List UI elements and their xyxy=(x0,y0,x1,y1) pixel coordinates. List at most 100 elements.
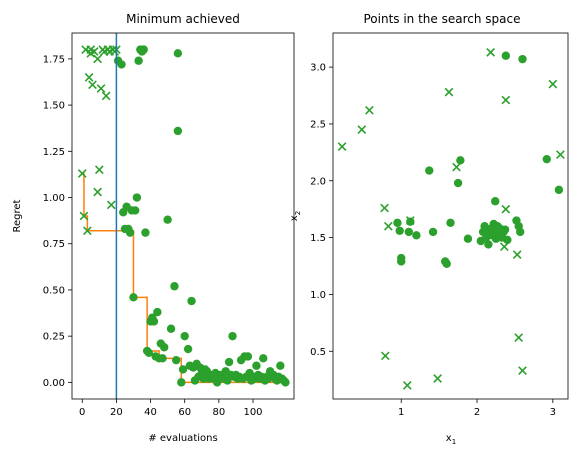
right-y-axis-label-sub: 2 xyxy=(294,211,302,215)
right-y-tick-label: 2.5 xyxy=(310,119,326,130)
right-y-ticks: 0.51.01.52.02.53.0 xyxy=(310,63,333,358)
right-x-marker-point xyxy=(502,96,510,104)
left-dot-point xyxy=(177,378,185,386)
left-dot-point xyxy=(170,282,178,290)
left-dot-point xyxy=(252,362,260,370)
right-dot-point xyxy=(443,260,451,268)
right-dot-point xyxy=(503,236,511,244)
right-dot-point xyxy=(412,231,420,239)
left-dot-point xyxy=(141,228,149,236)
right-x-marker-point xyxy=(487,49,495,57)
left-x-tick-label: 40 xyxy=(144,407,157,418)
left-x-tick-label: 100 xyxy=(243,407,262,418)
right-x-marker-point xyxy=(557,151,565,159)
right-dot-point xyxy=(397,257,405,265)
left-x-tick-label: 20 xyxy=(110,407,123,418)
left-x-tick-label: 80 xyxy=(212,407,225,418)
right-dot-point xyxy=(464,235,472,243)
right-dot-point xyxy=(456,156,464,164)
left-dot-point xyxy=(184,345,192,353)
left-y-tick-label: 1.25 xyxy=(43,147,65,158)
left-x-marker-point xyxy=(85,74,93,82)
right-dot-point xyxy=(516,228,524,236)
right-x-marker-point xyxy=(403,382,411,390)
left-y-tick-label: 0.00 xyxy=(43,378,65,389)
right-dot-point xyxy=(405,228,413,236)
left-y-ticks: 0.00 0.25 0.50 0.75 1.00 1.25 1.50 1.75 xyxy=(43,54,72,388)
right-x-marker-point xyxy=(358,126,366,134)
right-x-marker-point xyxy=(519,367,527,375)
right-y-tick-label: 0.5 xyxy=(310,347,326,358)
right-dot-point xyxy=(393,219,401,227)
right-y-axis-label: x2 xyxy=(289,211,302,221)
right-dot-point xyxy=(543,155,551,163)
left-dot-point xyxy=(133,193,141,201)
right-dot-point xyxy=(518,55,526,63)
left-y-tick-label: 0.25 xyxy=(43,332,65,343)
left-dot-point xyxy=(174,127,182,135)
left-x-marker-point xyxy=(97,85,105,93)
left-x-marker-point xyxy=(96,166,104,174)
right-dot-point xyxy=(501,225,509,233)
left-x-marker-point xyxy=(94,55,102,63)
left-dot-point xyxy=(225,358,233,366)
left-x-tick-label: 60 xyxy=(178,407,191,418)
right-x-marker-point xyxy=(385,222,393,230)
left-dot-point xyxy=(187,297,195,305)
right-dot-point xyxy=(446,219,454,227)
right-dot-point xyxy=(429,228,437,236)
left-dot-point xyxy=(160,343,168,351)
right-x-axis-label: x1 xyxy=(446,433,456,446)
left-y-axis-label: Regret xyxy=(12,199,23,232)
left-dot-point xyxy=(259,354,267,362)
left-dot-point xyxy=(181,332,189,340)
right-dot-point xyxy=(396,227,404,235)
right-x-marker-point xyxy=(366,106,374,114)
left-min-regret-line xyxy=(82,173,285,382)
left-x-marker-point xyxy=(78,170,86,178)
left-y-tick-label: 1.75 xyxy=(43,54,65,65)
right-y-tick-label: 2.0 xyxy=(310,176,326,187)
right-dot-point xyxy=(406,217,414,225)
right-x-tick-label: 3 xyxy=(550,407,556,418)
left-x-axis-label: # evaluations xyxy=(148,433,217,444)
left-dot-point xyxy=(126,228,134,236)
left-dot-point xyxy=(150,317,158,325)
left-dot-point xyxy=(174,49,182,57)
left-dot-point xyxy=(228,332,236,340)
right-axes-frame xyxy=(333,33,568,399)
left-dot-point xyxy=(129,293,137,301)
left-y-tick-label: 1.50 xyxy=(43,101,65,112)
left-dot-point xyxy=(134,57,142,65)
left-y-tick-label: 1.00 xyxy=(43,193,65,204)
right-x-marker-point xyxy=(381,204,389,212)
right-dot-point xyxy=(491,197,499,205)
left-dot-point xyxy=(117,60,125,68)
right-dot-point xyxy=(425,166,433,174)
left-y-tick-label: 0.75 xyxy=(43,239,65,250)
left-plot-area xyxy=(78,33,289,399)
right-dot-point xyxy=(454,179,462,187)
right-x-marker-point xyxy=(515,334,523,342)
right-x-marker-point xyxy=(549,80,557,88)
right-x-marker-point xyxy=(445,88,453,96)
right-x-marker-point xyxy=(434,375,442,383)
left-dot-point xyxy=(131,206,139,214)
left-x-marker-point xyxy=(89,81,97,89)
right-chart-title: Points in the search space xyxy=(363,12,520,26)
left-dot-point xyxy=(163,215,171,223)
right-y-tick-label: 1.5 xyxy=(310,233,326,244)
left-dot-point xyxy=(158,354,166,362)
left-x-marker-point xyxy=(102,92,110,100)
right-x-ticks: 123 xyxy=(398,399,556,418)
left-dot-point xyxy=(281,378,289,386)
right-x-tick-label: 1 xyxy=(398,407,404,418)
left-dot-point xyxy=(140,45,148,53)
left-axes-frame xyxy=(72,33,294,399)
right-x-marker-point xyxy=(453,163,461,171)
left-dot-point xyxy=(167,325,175,333)
chart-right: Points in the search space 1 2 3 0.5 1.0 1.5… xyxy=(289,12,568,446)
left-x-marker-point xyxy=(94,188,102,196)
chart-left: Minimum achieved 0 20 40 60 80 100 0.000.250.… xyxy=(12,12,294,444)
